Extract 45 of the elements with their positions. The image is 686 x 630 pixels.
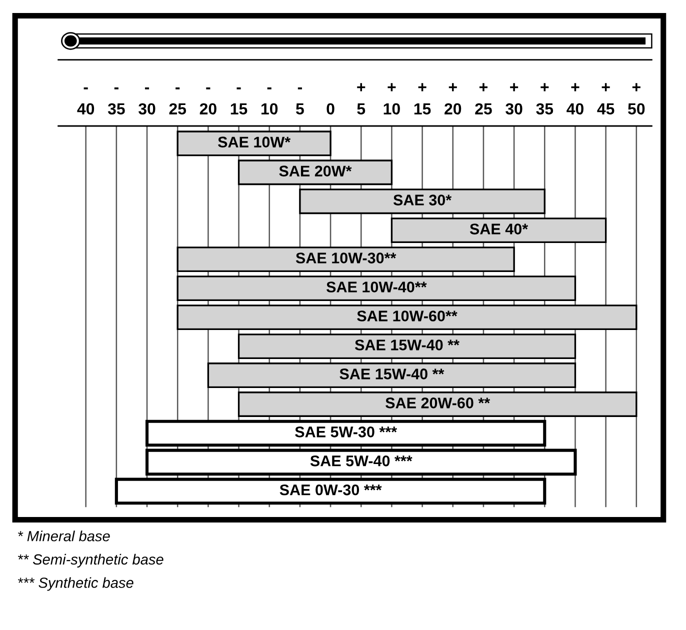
x-tick-label: + 40 <box>566 83 584 115</box>
bar <box>238 160 393 186</box>
y-tick-label: SAE 0W-30 *** <box>280 484 382 496</box>
y-tick-label: SAE 10W-30** <box>296 252 396 264</box>
x-tick-label: + 45 <box>597 83 614 115</box>
text: * Mineral base <box>18 530 110 542</box>
x-tick-label: - 10 <box>261 87 278 115</box>
x-tick-label: - 5 <box>296 87 304 115</box>
x-tick-label: + 25 <box>475 83 492 115</box>
bar <box>176 276 576 302</box>
text: ** Semi-synthetic base <box>18 554 164 568</box>
y-tick-label: SAE 15W-40 ** <box>354 340 460 350</box>
x-tick-label: + 35 <box>536 83 554 115</box>
bar <box>390 218 607 244</box>
x-tick-label: - 25 <box>169 87 186 115</box>
bar <box>299 188 546 214</box>
y-tick-label: SAE 5W-40 *** <box>310 456 412 466</box>
x-tick-label: 0 <box>326 103 334 115</box>
x-tick-label: + 10 <box>384 83 400 115</box>
bar <box>176 246 515 272</box>
x-tick-label: - 40 <box>77 87 94 115</box>
x-tick-label: + 50 <box>628 83 645 115</box>
bar <box>176 130 332 156</box>
x-tick-label: + 30 <box>506 83 522 115</box>
y-tick-label: SAE 10W* <box>218 136 291 148</box>
y-tick-label: SAE 20W-60 ** <box>386 398 490 408</box>
bar <box>238 334 576 360</box>
x-tick-label: - 35 <box>108 87 125 115</box>
x-tick-label: + 20 <box>444 83 462 115</box>
bar <box>207 362 576 388</box>
y-tick-label: SAE 40* <box>470 224 528 234</box>
x-tick-label: + 15 <box>414 83 431 115</box>
x-tick-label: + 5 <box>357 83 366 115</box>
y-tick-label: SAE 10W-60** <box>357 310 458 322</box>
y-tick-label: SAE 20W* <box>279 166 352 176</box>
x-tick-label: - 20 <box>200 87 216 115</box>
y-tick-label: SAE 5W-30 *** <box>295 426 398 438</box>
y-tick-label: SAE 30* <box>393 194 452 206</box>
x-tick-label: - 30 <box>138 87 156 115</box>
x-tick-label: - 15 <box>230 87 248 115</box>
y-tick-label: SAE 10W-40** <box>326 282 427 292</box>
y-tick-label: SAE 15W-40 ** <box>340 368 444 380</box>
bar <box>238 392 638 417</box>
bar <box>176 304 638 330</box>
text: *** Synthetic base <box>18 577 134 591</box>
